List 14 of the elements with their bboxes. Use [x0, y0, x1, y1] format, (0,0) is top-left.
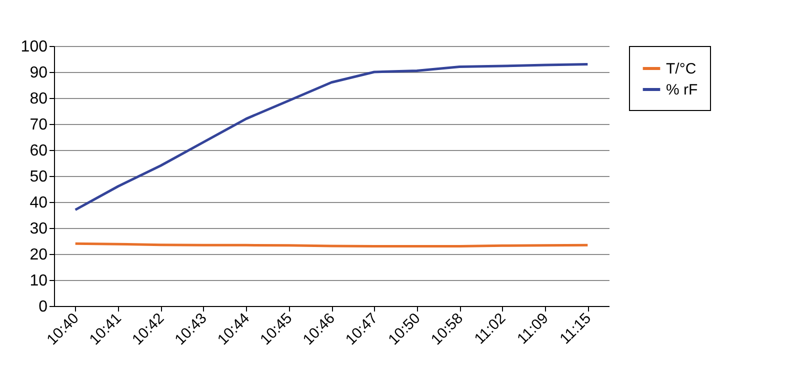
y-tick-label: 70: [30, 116, 48, 134]
y-tick-label: 100: [20, 38, 48, 56]
y-tick-label: 50: [30, 168, 48, 186]
line-series: [74, 62, 589, 212]
y-tick-label: 0: [38, 298, 48, 316]
y-tick-label: 30: [30, 220, 48, 238]
y-tick-label: 10: [30, 272, 48, 290]
y-tick-label: 20: [30, 246, 48, 264]
y-tick-label: 80: [30, 90, 48, 108]
y-tick-label: 40: [30, 194, 48, 212]
y-tick-label: 90: [30, 64, 48, 82]
y-tick-label: 60: [30, 142, 48, 160]
legend-label: % rF: [666, 82, 698, 98]
legend-label: T/°C: [666, 60, 696, 78]
